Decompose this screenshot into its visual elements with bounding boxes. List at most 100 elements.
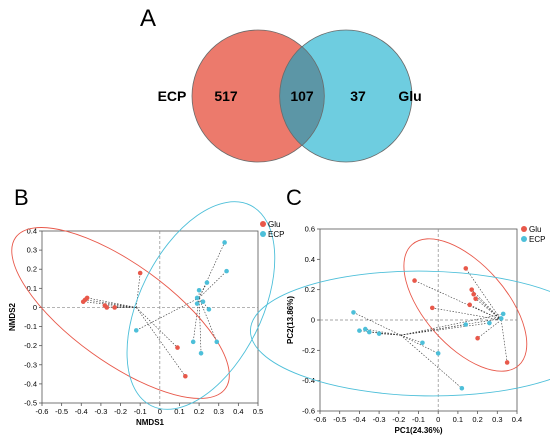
x-tick-label: 0.2 <box>194 407 204 416</box>
y-tick-label: -0.2 <box>24 341 37 350</box>
venn-set-label-glu: Glu <box>398 88 421 104</box>
x-tick-label: 0 <box>158 407 162 416</box>
x-tick-label: -0.5 <box>333 415 346 424</box>
spider-line <box>400 334 463 389</box>
data-point <box>498 316 504 321</box>
spider-line <box>136 307 178 348</box>
x-tick-label: 0.4 <box>512 415 522 424</box>
spider-line <box>400 334 423 344</box>
confidence-ellipse <box>11 227 230 399</box>
data-point <box>459 385 465 391</box>
x-tick-label: -0.6 <box>314 415 327 424</box>
spider-line <box>85 299 137 308</box>
confidence-ellipse <box>403 238 528 372</box>
x-tick-label: -0.4 <box>353 415 366 424</box>
x-tick-label: 0.2 <box>472 415 482 424</box>
y-tick-label: -0.5 <box>24 399 37 408</box>
series-glu <box>403 238 528 372</box>
data-point <box>357 328 362 333</box>
panel-label-c: C <box>286 185 302 210</box>
y-tick-label: -0.4 <box>302 376 315 385</box>
panel-label-a: A <box>140 5 156 32</box>
y-tick-label: 0 <box>33 303 37 312</box>
spider-line <box>414 280 502 321</box>
spider-line <box>400 334 439 354</box>
venn-set-label-ecp: ECP <box>158 88 187 104</box>
venn-count-ecp: 517 <box>214 88 238 104</box>
data-point <box>469 287 474 292</box>
spider-line <box>136 297 200 331</box>
legend-label-glu: Glu <box>268 220 280 229</box>
y-tick-label: 0.2 <box>305 285 315 294</box>
data-point <box>84 295 90 301</box>
data-point <box>429 305 435 311</box>
spider-line <box>473 293 502 321</box>
data-point <box>206 307 212 312</box>
x-tick-label: -0.5 <box>55 407 68 416</box>
venn-diagram: ECP Glu 517 107 37 <box>158 29 422 163</box>
spider-line <box>379 333 401 336</box>
x-tick-label: -0.3 <box>94 407 107 416</box>
spider-line <box>465 268 502 321</box>
spider-line <box>198 297 210 310</box>
data-point <box>112 305 117 310</box>
venn-count-overlap: 107 <box>290 88 314 104</box>
venn-count-glu: 37 <box>350 88 366 104</box>
x-tick-label: -0.2 <box>392 415 405 424</box>
data-point <box>196 287 202 293</box>
legend-label-glu: Glu <box>529 225 541 234</box>
x-tick-label: 0.3 <box>492 415 502 424</box>
nmds-plot: -0.6 -0.5 -0.4 -0.3 -0.2 -0.1 0 0.1 0.2 0.3 0.4 0.5… <box>8 201 284 427</box>
legend-marker-glu <box>260 221 266 227</box>
y-tick-label: 0 <box>311 316 315 325</box>
data-point <box>222 240 227 245</box>
x-tick-label: -0.1 <box>412 415 425 424</box>
y-tick-label: 0.4 <box>305 255 315 264</box>
data-point <box>366 329 372 335</box>
data-point <box>194 295 200 301</box>
x-axis-label: NMDS1 <box>136 418 165 427</box>
y-tick-label: 0.3 <box>27 246 37 255</box>
data-point <box>194 301 200 306</box>
data-point <box>500 311 506 317</box>
x-tick-label: 0.5 <box>253 407 263 416</box>
y-tick-label: 0.6 <box>305 225 315 234</box>
y-tick-label: 0.1 <box>27 284 37 293</box>
data-point <box>224 268 229 274</box>
data-point <box>133 328 139 333</box>
data-point <box>198 351 204 356</box>
data-point <box>473 296 478 302</box>
x-tick-label: -0.4 <box>75 407 88 416</box>
data-point <box>363 326 368 332</box>
spider-line <box>400 313 504 336</box>
data-point <box>471 291 476 297</box>
data-point <box>80 299 86 305</box>
spider-line <box>500 319 508 363</box>
x-axis-label: PC1(24.36%) <box>394 426 442 435</box>
x-tick-label: 0.3 <box>214 407 224 416</box>
spider-line <box>477 319 502 339</box>
spider-line <box>136 307 186 377</box>
x-tick-label: -0.6 <box>36 407 49 416</box>
data-point <box>412 278 417 283</box>
spider-line <box>469 304 502 321</box>
legend-marker-ecp <box>521 236 527 242</box>
plot-frame <box>41 230 259 404</box>
spider-line <box>104 305 137 308</box>
data-point <box>435 351 441 356</box>
data-point <box>351 310 356 315</box>
series-ecp <box>249 270 550 397</box>
spider-line <box>198 270 227 299</box>
x-tick-label: 0.4 <box>233 407 243 416</box>
spider-line <box>432 307 502 321</box>
data-point <box>475 335 480 341</box>
data-point <box>504 360 510 365</box>
y-axis-label: PC2(13.86%) <box>286 296 295 344</box>
spider-line <box>198 242 225 299</box>
spider-line <box>400 318 502 336</box>
confidence-ellipse <box>126 201 276 410</box>
data-point <box>463 322 469 327</box>
data-point <box>137 270 143 276</box>
legend-marker-ecp <box>260 231 266 237</box>
